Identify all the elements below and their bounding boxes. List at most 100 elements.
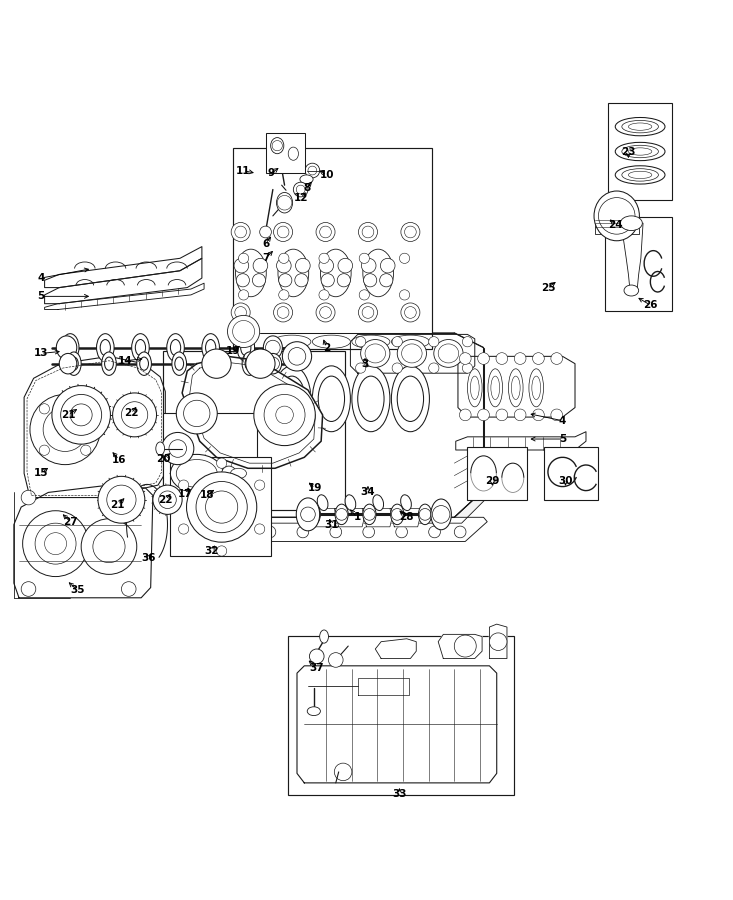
Circle shape (276, 258, 291, 273)
Ellipse shape (97, 334, 114, 362)
Circle shape (319, 258, 334, 273)
Text: 10: 10 (320, 170, 334, 180)
Circle shape (21, 491, 36, 505)
Circle shape (254, 524, 265, 534)
Ellipse shape (352, 335, 390, 348)
Ellipse shape (207, 352, 221, 375)
Circle shape (358, 222, 377, 241)
Circle shape (359, 290, 369, 300)
Ellipse shape (172, 352, 186, 375)
Ellipse shape (365, 344, 386, 363)
Circle shape (23, 510, 89, 577)
Circle shape (81, 404, 91, 414)
Circle shape (183, 400, 210, 427)
Circle shape (319, 290, 329, 300)
Circle shape (273, 222, 292, 241)
Text: 4: 4 (559, 416, 567, 426)
Ellipse shape (167, 334, 184, 362)
Ellipse shape (264, 354, 281, 373)
Ellipse shape (622, 168, 658, 181)
Ellipse shape (312, 335, 350, 348)
Circle shape (551, 353, 562, 364)
Ellipse shape (235, 249, 266, 297)
Circle shape (419, 508, 431, 520)
Ellipse shape (352, 366, 390, 432)
Text: 36: 36 (141, 554, 155, 563)
Circle shape (401, 303, 420, 322)
Bar (163, 350, 345, 510)
Ellipse shape (468, 369, 482, 407)
Circle shape (319, 253, 329, 264)
Ellipse shape (230, 468, 246, 479)
Circle shape (159, 491, 176, 508)
Circle shape (113, 393, 157, 436)
Circle shape (43, 408, 87, 452)
Ellipse shape (363, 504, 376, 525)
Circle shape (265, 340, 280, 355)
Circle shape (277, 195, 292, 210)
Ellipse shape (312, 366, 350, 432)
Circle shape (216, 545, 226, 556)
Ellipse shape (156, 442, 165, 455)
Text: 15: 15 (34, 468, 48, 479)
Circle shape (227, 315, 259, 347)
Text: 37: 37 (309, 663, 324, 673)
Text: 28: 28 (399, 512, 414, 522)
Ellipse shape (273, 366, 311, 432)
Ellipse shape (296, 498, 320, 531)
Circle shape (273, 151, 287, 166)
Ellipse shape (509, 369, 523, 407)
Polygon shape (24, 356, 166, 498)
Polygon shape (594, 216, 638, 234)
Text: 3: 3 (361, 359, 369, 369)
Circle shape (460, 409, 471, 420)
Ellipse shape (67, 352, 81, 375)
Ellipse shape (279, 376, 305, 421)
Text: 27: 27 (63, 517, 78, 526)
Ellipse shape (70, 357, 78, 370)
Ellipse shape (373, 495, 383, 510)
Text: 33: 33 (392, 789, 407, 799)
Text: 16: 16 (112, 454, 127, 464)
Ellipse shape (300, 175, 313, 184)
Polygon shape (456, 432, 586, 450)
Circle shape (35, 523, 76, 564)
Text: 24: 24 (608, 220, 622, 230)
Polygon shape (362, 508, 394, 526)
Circle shape (81, 518, 137, 574)
Text: 13: 13 (34, 348, 48, 358)
Circle shape (122, 401, 148, 428)
Bar (163, 413, 257, 510)
Text: 25: 25 (541, 283, 555, 293)
Circle shape (273, 303, 292, 322)
Text: 22: 22 (124, 409, 139, 419)
Circle shape (460, 353, 471, 364)
Circle shape (361, 258, 376, 273)
Circle shape (235, 226, 246, 238)
Circle shape (124, 488, 139, 503)
Ellipse shape (419, 504, 432, 525)
Ellipse shape (431, 499, 452, 530)
Text: 20: 20 (156, 454, 170, 464)
Circle shape (316, 222, 335, 241)
Circle shape (364, 274, 377, 287)
Circle shape (231, 303, 250, 322)
Circle shape (356, 363, 366, 374)
Circle shape (253, 258, 268, 273)
Ellipse shape (174, 357, 183, 370)
Text: 1: 1 (353, 512, 361, 522)
Polygon shape (231, 333, 484, 518)
Ellipse shape (307, 504, 320, 525)
Circle shape (309, 649, 324, 663)
Circle shape (330, 526, 342, 538)
Circle shape (392, 337, 402, 347)
Bar (544, 447, 598, 500)
Ellipse shape (491, 376, 500, 400)
Ellipse shape (438, 344, 459, 363)
Text: 30: 30 (559, 476, 572, 486)
Polygon shape (306, 508, 339, 526)
Ellipse shape (615, 166, 665, 184)
Circle shape (259, 226, 271, 238)
Circle shape (40, 446, 50, 455)
Bar (608, 104, 672, 200)
